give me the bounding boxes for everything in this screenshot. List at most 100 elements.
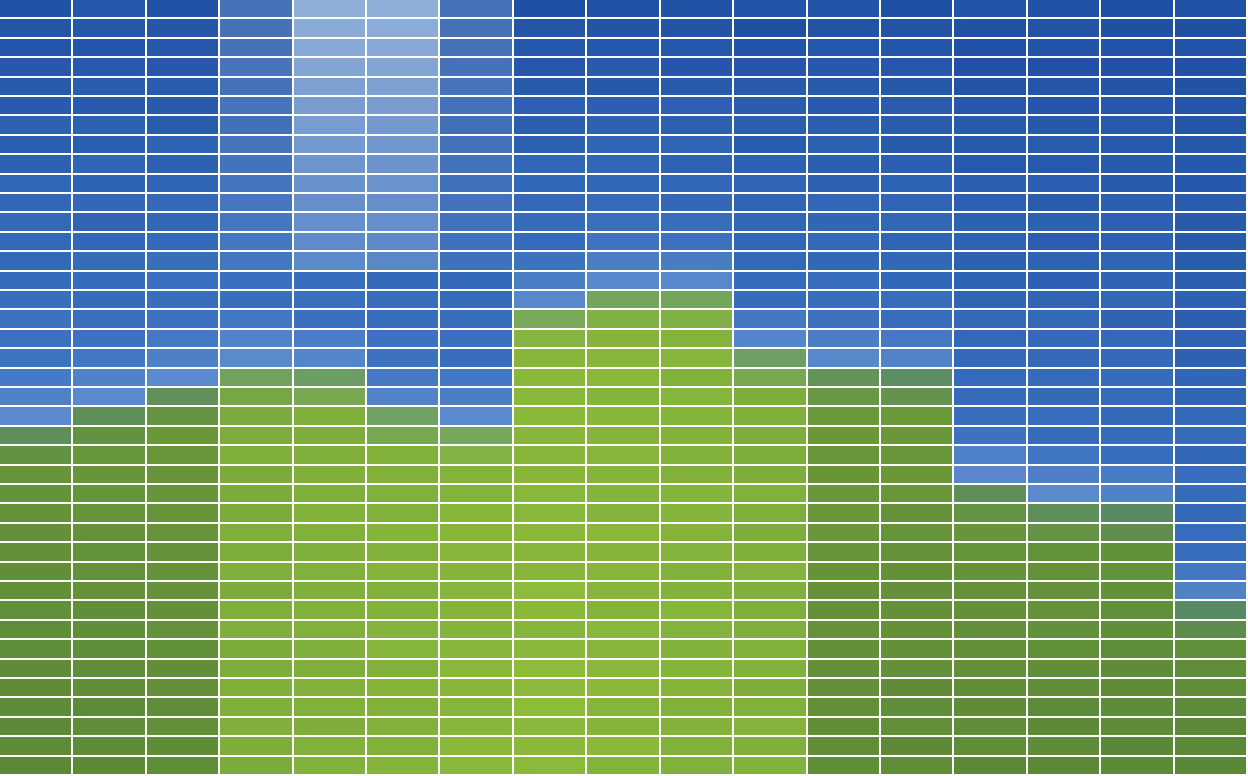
mosaic-tile bbox=[0, 58, 71, 76]
mosaic-tile bbox=[0, 679, 71, 696]
mosaic-tile bbox=[954, 272, 1026, 289]
mosaic-tile bbox=[1028, 524, 1099, 541]
mosaic-tile bbox=[1101, 640, 1173, 658]
mosaic-tile bbox=[1175, 0, 1246, 17]
mosaic-tile bbox=[220, 194, 292, 211]
mosaic-tile bbox=[514, 660, 585, 677]
mosaic-tile bbox=[734, 330, 806, 347]
mosaic-tile bbox=[440, 175, 512, 192]
mosaic-tile bbox=[954, 19, 1026, 37]
mosaic-tile bbox=[73, 97, 145, 114]
mosaic-tile bbox=[881, 0, 952, 17]
mosaic-tile bbox=[881, 388, 952, 405]
mosaic-tile bbox=[0, 524, 71, 541]
mosaic-tile bbox=[1175, 213, 1246, 231]
mosaic-tile bbox=[1101, 116, 1173, 134]
mosaic-tile bbox=[73, 504, 145, 522]
mosaic-tile bbox=[1028, 291, 1099, 308]
mosaic-tile bbox=[881, 19, 952, 37]
mosaic-tile bbox=[0, 757, 71, 774]
mosaic-tile bbox=[881, 601, 952, 619]
mosaic-tile bbox=[1175, 718, 1246, 735]
mosaic-tile bbox=[1028, 0, 1099, 17]
mosaic-tile bbox=[514, 116, 585, 134]
mosaic-tile bbox=[367, 213, 438, 231]
mosaic-tile bbox=[954, 660, 1026, 677]
mosaic-tile bbox=[954, 213, 1026, 231]
mosaic-tile bbox=[1175, 349, 1246, 367]
mosaic-tile bbox=[367, 19, 438, 37]
mosaic-tile bbox=[440, 349, 512, 367]
mosaic-tile bbox=[147, 97, 218, 114]
mosaic-tile bbox=[734, 175, 806, 192]
mosaic-tile bbox=[294, 640, 365, 658]
mosaic-tile bbox=[954, 233, 1026, 250]
mosaic-tile bbox=[220, 39, 292, 56]
mosaic-tile bbox=[294, 136, 365, 153]
mosaic-tile bbox=[881, 116, 952, 134]
mosaic-tile bbox=[587, 116, 659, 134]
mosaic-tile bbox=[0, 155, 71, 173]
mosaic-tile bbox=[440, 233, 512, 250]
mosaic-tile bbox=[881, 698, 952, 716]
mosaic-tile bbox=[1175, 737, 1246, 755]
mosaic-tile bbox=[954, 291, 1026, 308]
mosaic-tile bbox=[808, 233, 879, 250]
mosaic-tile bbox=[734, 718, 806, 735]
mosaic-tile bbox=[147, 679, 218, 696]
mosaic-tile bbox=[0, 272, 71, 289]
mosaic-tile bbox=[73, 213, 145, 231]
mosaic-tile bbox=[587, 349, 659, 367]
mosaic-tile bbox=[808, 582, 879, 599]
mosaic-tile bbox=[1101, 524, 1173, 541]
mosaic-tile bbox=[367, 233, 438, 250]
mosaic-tile bbox=[808, 58, 879, 76]
mosaic-tile bbox=[440, 116, 512, 134]
mosaic-tile bbox=[367, 563, 438, 580]
mosaic-tile bbox=[734, 679, 806, 696]
mosaic-tile bbox=[954, 524, 1026, 541]
mosaic-tile bbox=[440, 369, 512, 386]
mosaic-tile bbox=[294, 39, 365, 56]
mosaic-tile bbox=[734, 563, 806, 580]
mosaic-tile bbox=[514, 543, 585, 561]
mosaic-tile bbox=[954, 504, 1026, 522]
mosaic-tile bbox=[661, 310, 732, 328]
mosaic-tile bbox=[73, 330, 145, 347]
mosaic-tile bbox=[147, 524, 218, 541]
mosaic-tile bbox=[808, 349, 879, 367]
mosaic-tile bbox=[1028, 233, 1099, 250]
mosaic-tile bbox=[220, 407, 292, 425]
mosaic-tile bbox=[1028, 155, 1099, 173]
mosaic-tile bbox=[73, 718, 145, 735]
mosaic-tile bbox=[514, 252, 585, 270]
mosaic-tile bbox=[587, 97, 659, 114]
mosaic-tile bbox=[147, 407, 218, 425]
mosaic-tile bbox=[881, 233, 952, 250]
mosaic-tile bbox=[1175, 582, 1246, 599]
mosaic-tile bbox=[294, 78, 365, 95]
mosaic-tile bbox=[440, 427, 512, 444]
mosaic-tile bbox=[367, 582, 438, 599]
mosaic-tile bbox=[147, 233, 218, 250]
mosaic-tile bbox=[0, 330, 71, 347]
mosaic-tile bbox=[294, 757, 365, 774]
mosaic-tile bbox=[661, 116, 732, 134]
mosaic-tile bbox=[881, 194, 952, 211]
mosaic-tile bbox=[73, 524, 145, 541]
mosaic-tile bbox=[734, 155, 806, 173]
mosaic-tile bbox=[514, 330, 585, 347]
mosaic-tile bbox=[808, 757, 879, 774]
mosaic-tile bbox=[808, 660, 879, 677]
mosaic-tile bbox=[147, 19, 218, 37]
mosaic-tile bbox=[587, 698, 659, 716]
mosaic-tile bbox=[1175, 660, 1246, 677]
mosaic-tile bbox=[220, 524, 292, 541]
mosaic-tile bbox=[587, 601, 659, 619]
mosaic-tile bbox=[73, 252, 145, 270]
mosaic-tile bbox=[220, 272, 292, 289]
mosaic-tile bbox=[881, 485, 952, 502]
mosaic-tile bbox=[147, 78, 218, 95]
mosaic-tile bbox=[73, 446, 145, 464]
mosaic-tile bbox=[294, 349, 365, 367]
